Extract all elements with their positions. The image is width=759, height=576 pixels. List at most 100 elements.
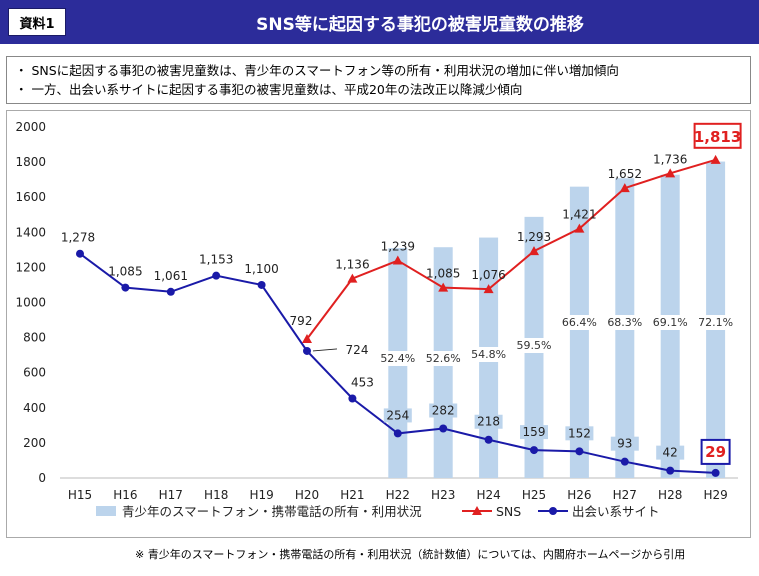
sns-point <box>392 255 403 265</box>
y-tick-label: 400 <box>23 401 46 415</box>
sns-point <box>529 246 539 256</box>
percent-label-bg <box>469 347 508 362</box>
document-label: 資料1 <box>8 8 66 36</box>
y-tick-label: 2000 <box>15 120 46 134</box>
sns-data-label-highlight: 1,813 <box>694 128 741 146</box>
line-chart: 0 200 400 600 800 1000 1200 1400 1600 1800 2000 H15… <box>15 120 742 519</box>
deai-data-label: 1,085 <box>108 265 142 279</box>
sns-data-label: 1,736 <box>653 152 687 166</box>
summary-box: ・ SNSに起因する事犯の被害児童数は、青少年のスマートフォン等の所有・利用状況… <box>6 56 751 104</box>
deai-label-bg <box>383 408 412 423</box>
x-tick-label: H19 <box>249 488 273 502</box>
x-tick-label: H21 <box>340 488 364 502</box>
highlight-box-deai <box>700 438 731 465</box>
deai-point <box>257 280 266 289</box>
deai-data-label: 1,061 <box>154 269 188 283</box>
y-tick-label: 1000 <box>15 296 46 310</box>
deai-point <box>575 447 584 456</box>
deai-label-bg <box>520 425 548 440</box>
deai-data-label: 1,100 <box>244 262 278 276</box>
y-tick-label: 800 <box>23 331 46 345</box>
title-bar: 資料1 SNS等に起因する事犯の被害児童数の推移 <box>0 0 759 44</box>
x-tick-label: H20 <box>295 488 319 502</box>
percent-label: 66.4% <box>562 316 597 329</box>
deai-point <box>711 468 720 477</box>
deai-point <box>393 429 402 438</box>
percent-label-bg <box>424 351 463 366</box>
sns-point <box>302 334 312 344</box>
deai-data-label: 282 <box>432 404 455 418</box>
deai-point <box>484 435 493 444</box>
x-tick-label: H23 <box>431 488 455 502</box>
legend-sns-marker <box>472 506 482 515</box>
percent-label-bg <box>378 351 417 366</box>
sns-point <box>574 223 585 233</box>
x-tick-label: H16 <box>113 488 137 502</box>
deai-data-label: 1,278 <box>61 231 95 245</box>
x-tick-label: H26 <box>567 488 591 502</box>
percent-label: 52.6% <box>426 352 461 365</box>
deai-data-label: 1,153 <box>199 253 233 267</box>
footnote: ※ 青少年のスマートフォン・携帯電話の所有・利用状況（統計数値）については、内閣… <box>135 548 686 561</box>
deai-point <box>530 446 538 455</box>
y-tick-label: 1200 <box>15 260 46 274</box>
deai-point <box>666 466 675 475</box>
deai-data-label: 152 <box>568 426 591 440</box>
deai-point <box>303 346 311 355</box>
sns-data-label: 1,076 <box>471 268 505 282</box>
deai-point <box>439 424 448 433</box>
sns-data-label: 1,085 <box>426 267 460 281</box>
deai-data-label: 254 <box>386 408 409 422</box>
percent-label: 69.1% <box>653 316 688 329</box>
sns-point <box>483 284 494 294</box>
highlight-box-sns <box>693 122 742 149</box>
deai-point <box>620 457 629 466</box>
deai-label-bg <box>474 414 503 429</box>
summary-bullet-deai: ・ 一方、出会い系サイトに起因する事犯の被害児童数は、平成20年の法改正以降減少… <box>15 82 523 97</box>
sns-data-label: 1,421 <box>562 208 596 222</box>
page-title: SNS等に起因する事犯の被害児童数の推移 <box>256 14 584 35</box>
deai-point <box>166 287 175 296</box>
y-tick-label: 200 <box>23 436 46 450</box>
legend-bar-swatch <box>96 506 116 516</box>
deai-data-label: 218 <box>477 415 500 429</box>
legend-deai-marker <box>549 507 557 515</box>
sns-data-label: 1,652 <box>608 167 642 181</box>
y-tick-label: 600 <box>23 366 46 380</box>
percent-label: 52.4% <box>380 352 415 365</box>
percent-label: 72.1% <box>698 316 733 329</box>
usage-bar <box>569 186 589 479</box>
sns-point <box>710 154 721 164</box>
percent-label: 59.5% <box>517 339 552 352</box>
deai-point <box>212 271 221 280</box>
sns-point <box>347 273 358 283</box>
x-tick-label: H28 <box>658 488 682 502</box>
x-tick-label: H18 <box>204 488 228 502</box>
sns-data-label: 1,293 <box>517 230 551 244</box>
x-tick-label: H25 <box>522 488 546 502</box>
percent-label-bg <box>560 315 599 330</box>
percent-label-bg <box>605 315 644 330</box>
legend-sns-label: SNS <box>496 504 521 519</box>
leader-line <box>312 348 338 352</box>
sns-point <box>438 282 449 292</box>
sns-point <box>619 183 630 193</box>
x-tick-label: H17 <box>159 488 183 502</box>
legend-deai-label: 出会い系サイト <box>572 504 660 519</box>
deai-point <box>76 249 84 258</box>
x-tick-label: H27 <box>613 488 637 502</box>
sns-data-label: 792 <box>290 314 313 328</box>
chart-frame <box>6 110 751 538</box>
deai-data-label: 42 <box>663 446 678 460</box>
x-tick-label: H15 <box>68 488 92 502</box>
y-tick-label: 1400 <box>15 225 46 239</box>
deai-data-label: 453 <box>351 375 374 389</box>
percent-label-bg <box>515 338 553 353</box>
deai-data-label: 159 <box>523 425 546 439</box>
legend-bar-label: 青少年のスマートフォン・携帯電話の所有・利用状況 <box>122 504 422 519</box>
summary-bullet-sns: ・ SNSに起因する事犯の被害児童数は、青少年のスマートフォン等の所有・利用状況… <box>15 63 619 78</box>
y-tick-label: 1600 <box>15 190 46 204</box>
sns-data-label: 1,239 <box>381 240 415 254</box>
sns-data-label: 1,136 <box>335 258 369 272</box>
x-tick-label: H22 <box>386 488 410 502</box>
